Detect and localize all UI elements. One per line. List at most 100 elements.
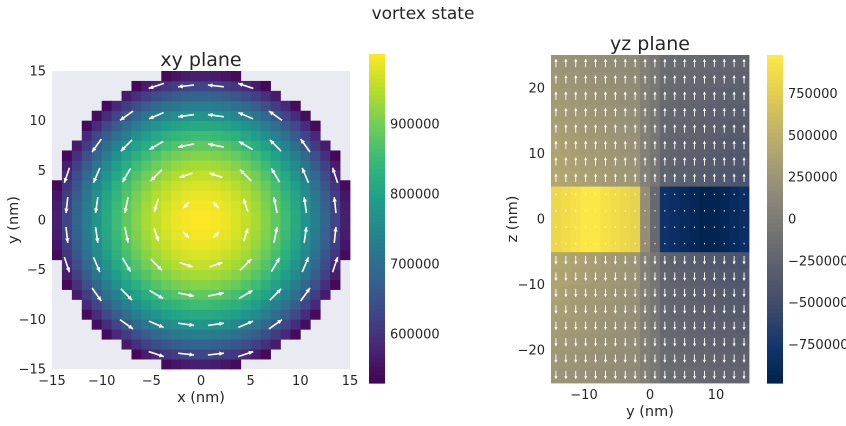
colorbar-segment bbox=[767, 210, 783, 216]
xy-cell bbox=[300, 150, 311, 161]
yz-arrow-head bbox=[712, 75, 716, 79]
xy-cell bbox=[280, 329, 291, 340]
yz-arrow-head bbox=[663, 124, 667, 128]
xy-cell bbox=[91, 150, 103, 161]
xy-cell bbox=[300, 279, 311, 290]
yz-arrow-head bbox=[732, 173, 736, 177]
xy-cell bbox=[91, 239, 103, 251]
xy-arrow-head bbox=[189, 322, 195, 327]
yz-arrow-head bbox=[564, 75, 568, 79]
yz-arrow-head bbox=[673, 75, 677, 79]
xy-cell bbox=[71, 140, 83, 151]
colorbar-segment bbox=[767, 243, 783, 249]
xy-cell bbox=[81, 210, 93, 221]
xy-cell bbox=[111, 259, 122, 271]
yz-arrow-head bbox=[613, 310, 617, 314]
yz-arrow-head bbox=[692, 107, 697, 111]
xy-cell bbox=[91, 299, 103, 310]
yz-arrow-head bbox=[702, 261, 707, 265]
colorbar-segment bbox=[767, 288, 783, 294]
xy-cell bbox=[201, 249, 212, 261]
colorbar-segment bbox=[767, 350, 783, 355]
xy-cell bbox=[240, 100, 252, 112]
xy-cell bbox=[81, 229, 93, 241]
colorbar-segment bbox=[767, 370, 783, 376]
yz-arrow-head bbox=[554, 157, 558, 161]
xy-cell bbox=[310, 120, 321, 131]
xy-cell bbox=[141, 150, 152, 161]
yz-arrow-head bbox=[692, 277, 697, 281]
yz-arrow-head bbox=[623, 343, 627, 347]
yz-arrow-head bbox=[564, 107, 568, 111]
colorbar-segment bbox=[369, 296, 385, 302]
xy-cell bbox=[210, 279, 222, 290]
yz-arrow-head bbox=[722, 140, 726, 144]
xy-cell bbox=[300, 299, 311, 310]
yz-arrow-head bbox=[692, 359, 697, 363]
xy-cell bbox=[71, 220, 83, 231]
yz-arrow-head bbox=[584, 277, 588, 281]
yz-arrow-head bbox=[613, 107, 617, 111]
xy-cell bbox=[320, 140, 331, 151]
yz-arrow-head bbox=[702, 310, 707, 314]
yz-arrow-head bbox=[584, 327, 588, 331]
xy-cell bbox=[280, 140, 291, 151]
yz-arrow-head bbox=[584, 173, 588, 177]
xy-cell bbox=[161, 220, 172, 231]
xy-arrow-head bbox=[189, 293, 194, 298]
xy-cell bbox=[81, 249, 93, 261]
xy-arrow-head bbox=[119, 115, 125, 121]
xy-arrow-head bbox=[246, 259, 252, 264]
yz-arrow-head bbox=[683, 327, 687, 331]
yz-arrow-head bbox=[732, 124, 736, 128]
yz-arrow-head bbox=[692, 75, 697, 79]
xy-cell bbox=[171, 90, 182, 102]
xy-cell bbox=[141, 229, 152, 241]
xy-cell bbox=[230, 80, 242, 92]
xy-cell bbox=[280, 259, 291, 271]
yz-arrow-head bbox=[633, 157, 637, 161]
xy-xtick-label: 0 bbox=[197, 374, 205, 389]
xy-cell bbox=[220, 359, 232, 370]
yz-arrow-head bbox=[603, 261, 608, 265]
xy-cell bbox=[201, 299, 212, 310]
xy-cell bbox=[250, 190, 261, 201]
colorbar-segment bbox=[369, 103, 385, 109]
yz-arrow-head bbox=[702, 343, 707, 347]
xy-arrow-head bbox=[178, 84, 183, 89]
xy-cell bbox=[131, 140, 142, 151]
yz-arrow-head bbox=[742, 140, 746, 144]
xy-cell bbox=[201, 229, 212, 241]
xy-cell bbox=[161, 180, 172, 191]
yz-arrow-head bbox=[683, 359, 687, 363]
yz-arrow-head bbox=[564, 294, 568, 298]
xy-cell bbox=[161, 90, 172, 102]
xy-cell bbox=[141, 329, 152, 340]
xy-arrow-head bbox=[247, 290, 253, 295]
xy-cell bbox=[320, 249, 331, 261]
xy-cell bbox=[111, 130, 122, 141]
colorbar-segment bbox=[369, 74, 385, 80]
yz-arrow-head bbox=[663, 261, 667, 265]
xy-cell bbox=[161, 170, 172, 181]
colorbar-segment bbox=[767, 272, 783, 277]
xy-cell bbox=[101, 309, 112, 320]
xy-cell bbox=[230, 220, 242, 231]
xy-colorbar-tick-label: 700000 bbox=[390, 258, 440, 273]
xy-cell bbox=[220, 150, 232, 161]
yz-title: yz plane bbox=[610, 33, 690, 55]
colorbar-segment bbox=[767, 71, 783, 77]
yz-ytick-label: 10 bbox=[528, 147, 545, 162]
colorbar-segment bbox=[369, 345, 385, 351]
colorbar-segment bbox=[369, 263, 385, 269]
colorbar-segment bbox=[369, 350, 385, 355]
colorbar-segment bbox=[767, 239, 783, 245]
xy-xtick-label: −5 bbox=[142, 374, 161, 389]
yz-arrow-head bbox=[683, 107, 687, 111]
colorbar-segment bbox=[767, 83, 783, 89]
xy-cell bbox=[61, 150, 73, 161]
xy-cell bbox=[81, 190, 93, 201]
colorbar-segment bbox=[767, 260, 783, 265]
xy-cell bbox=[181, 180, 192, 191]
xy-cell bbox=[310, 170, 321, 181]
